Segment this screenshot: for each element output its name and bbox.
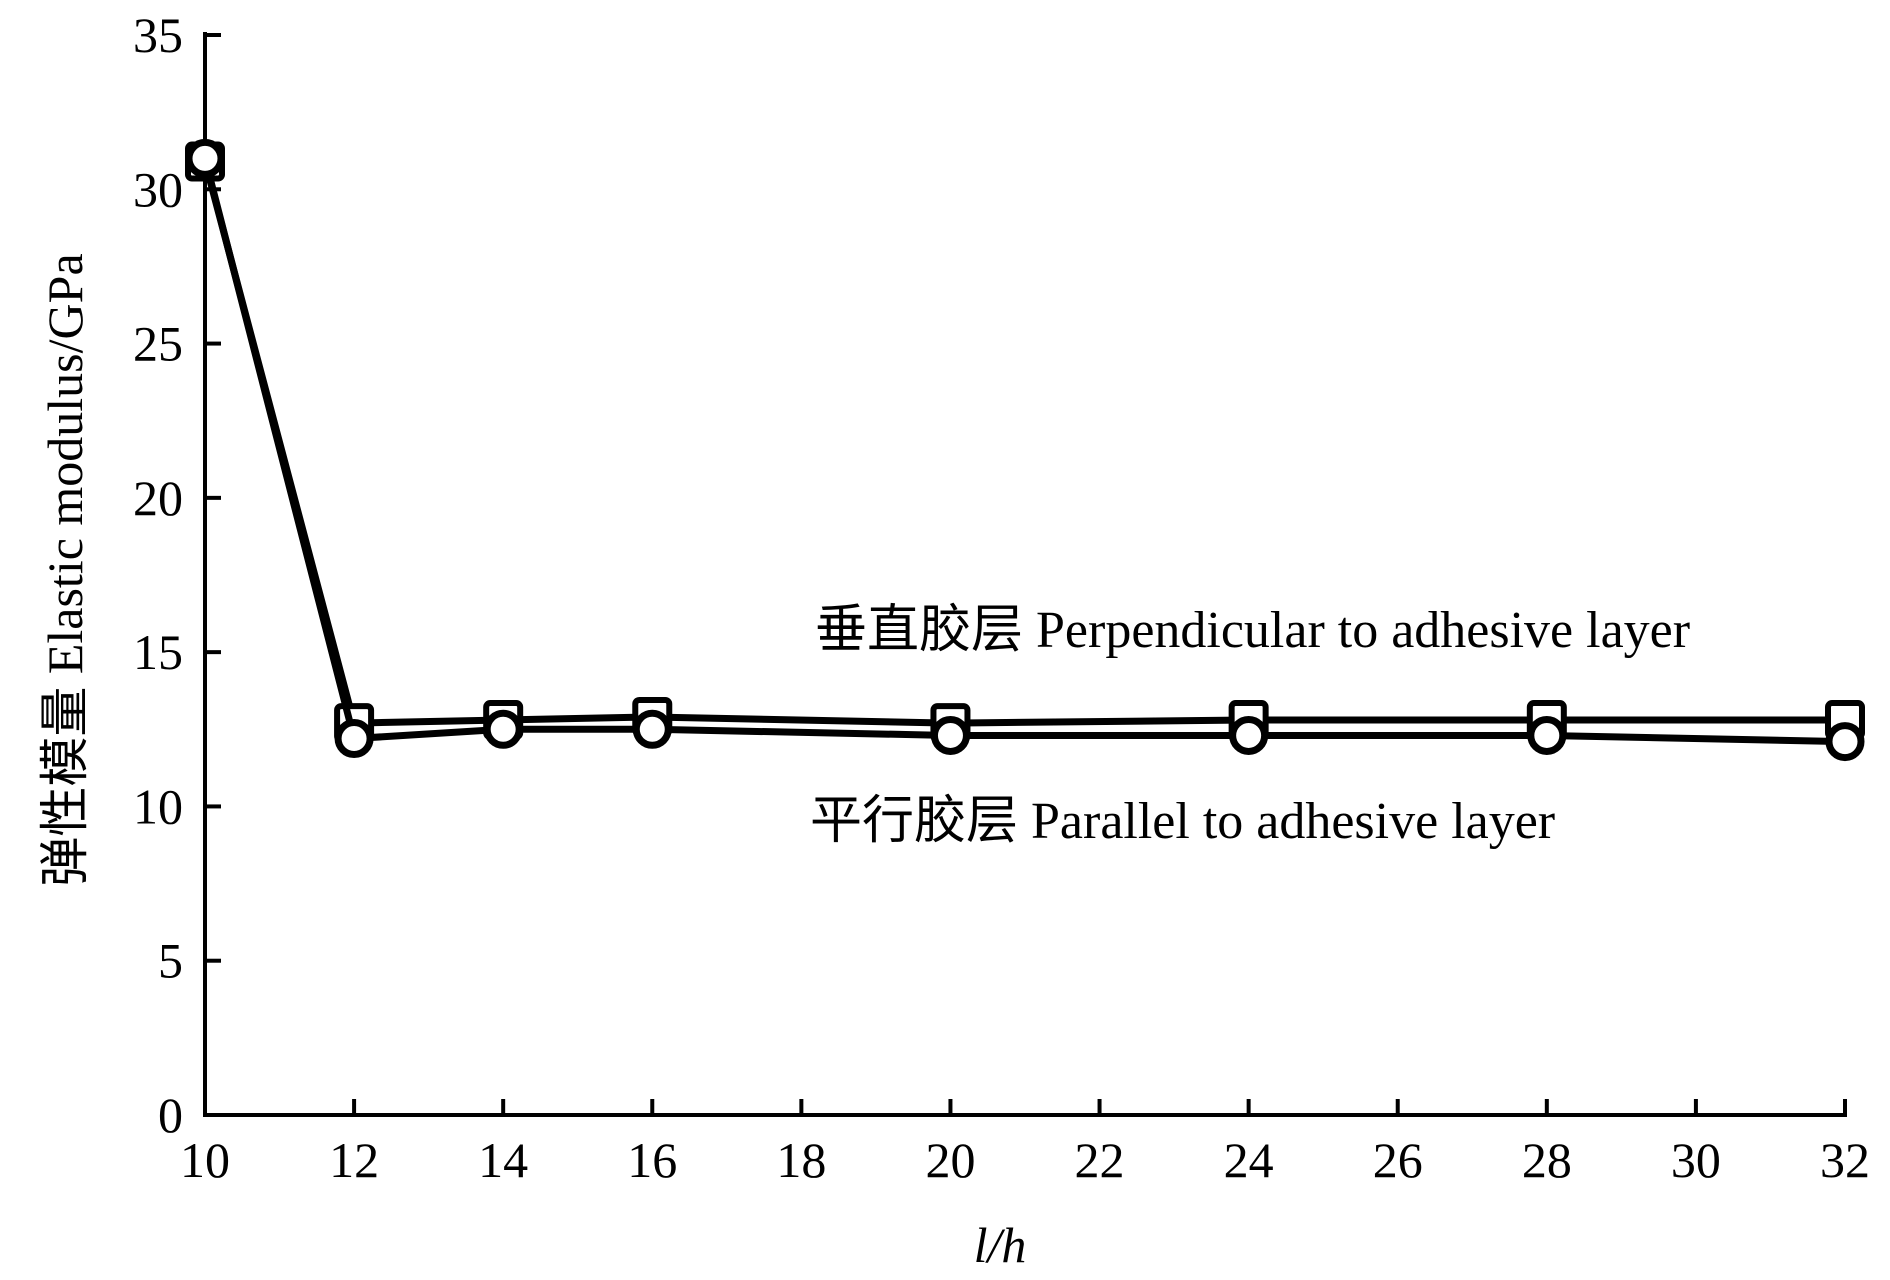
x-tick-label: 14 [478,1132,528,1188]
y-tick-label: 35 [133,7,183,63]
series-line [201,157,1846,746]
y-tick-label: 15 [133,624,183,680]
y-tick-label: 25 [133,316,183,372]
x-tick-label: 26 [1373,1132,1423,1188]
x-axis-title: l/h [974,1217,1027,1273]
y-tick-label: 0 [158,1087,183,1143]
y-tick-label: 30 [133,161,183,217]
series-label-parallel: 平行胶层 Parallel to adhesive layer [810,793,1555,850]
data-point-circle [1825,722,1865,762]
y-tick-label: 20 [133,470,183,526]
axes [203,32,1847,1117]
data-point-circle [632,709,672,749]
x-tick-label: 22 [1075,1132,1125,1188]
x-tick-label: 10 [180,1132,230,1188]
y-ticks: 0 5 10 15 20 25 30 35 [133,7,221,1143]
x-tick-label: 16 [627,1132,677,1188]
x-tick-label: 32 [1820,1132,1870,1188]
x-tick-label: 18 [776,1132,826,1188]
data-point-circle [334,719,374,759]
data-point-circle [1527,715,1567,755]
x-ticks: 10 12 14 16 18 20 22 24 26 28 30 32 [180,1099,1870,1188]
series-2 [185,138,1865,762]
series-line [201,160,1845,727]
series-label-perpendicular: 垂直胶层 Perpendicular to adhesive layer [815,602,1690,659]
y-tick-label: 10 [133,778,183,834]
x-tick-label: 20 [925,1132,975,1188]
data-point-circle [1229,715,1269,755]
y-tick-label: 5 [158,933,183,989]
x-tick-label: 12 [329,1132,379,1188]
x-tick-label: 30 [1671,1132,1721,1188]
data-point-circle [483,709,523,749]
data-point-circle [930,715,970,755]
x-tick-label: 28 [1522,1132,1572,1188]
x-tick-label: 24 [1224,1132,1274,1188]
series-layer [185,138,1865,762]
data-point-circle [185,138,225,178]
y-axis-title: 弹性模量 Elastic modulus/GPa [37,253,93,886]
